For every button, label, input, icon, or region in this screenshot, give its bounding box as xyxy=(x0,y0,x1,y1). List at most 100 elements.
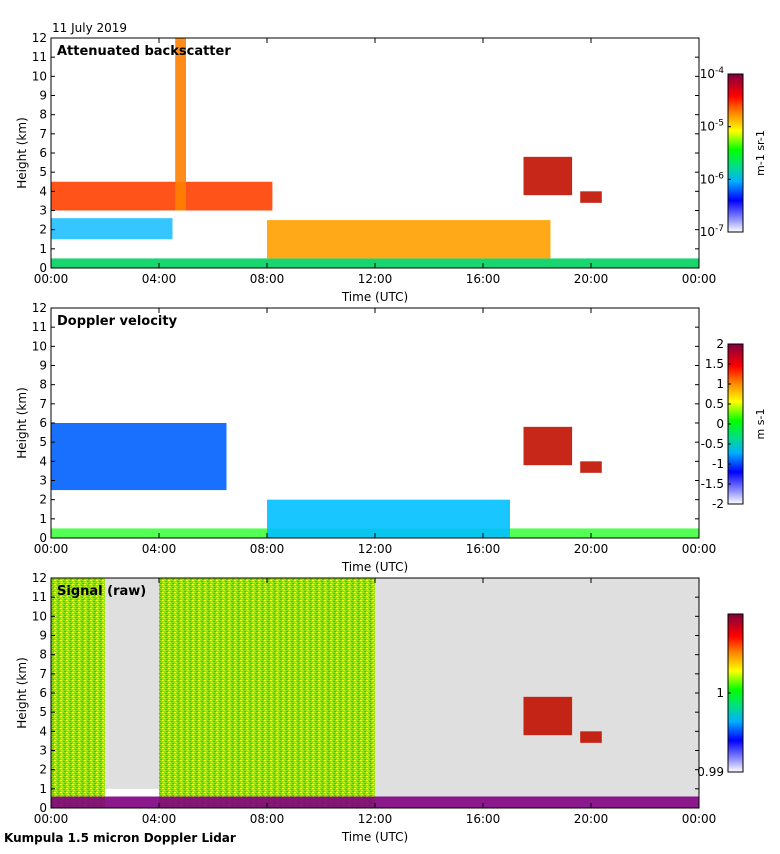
x-axis-label: Time (UTC) xyxy=(341,560,408,574)
y-tick-label: 2 xyxy=(39,223,47,237)
x-tick-label: 12:00 xyxy=(358,812,393,826)
colorbar-tick-label: -0.5 xyxy=(701,437,724,451)
x-axis-label: Time (UTC) xyxy=(341,290,408,304)
x-tick-label: 00:00 xyxy=(682,812,717,826)
colorbar-gradient xyxy=(727,73,744,233)
x-tick-label: 00:00 xyxy=(682,542,717,556)
x-tick-label: 16:00 xyxy=(466,272,501,286)
feature-noisy-signal xyxy=(51,578,105,808)
x-tick-label: 20:00 xyxy=(574,542,609,556)
y-tick-label: 9 xyxy=(39,89,47,103)
colorbar-tick-label: 10-5 xyxy=(700,119,724,134)
y-tick-label: 5 xyxy=(39,705,47,719)
x-tick-label: 08:00 xyxy=(250,812,285,826)
y-tick-label: 8 xyxy=(39,378,47,392)
x-tick-label: 20:00 xyxy=(574,812,609,826)
x-tick-label: 00:00 xyxy=(34,812,69,826)
colorbar-unit: m-1 sr-1 xyxy=(754,130,767,176)
x-tick-label: 00:00 xyxy=(682,272,717,286)
feature-elevated-layer xyxy=(51,181,273,211)
y-tick-label: 12 xyxy=(32,301,47,315)
colorbar: 2 1.5 1 0.5 0 -0.5 -1 -1.5 -2 m s-1 xyxy=(701,337,767,511)
y-tick-label: 1 xyxy=(39,242,47,256)
y-axis-label: Height (km) xyxy=(15,657,29,728)
y-tick-label: 2 xyxy=(39,763,47,777)
y-tick-label: 7 xyxy=(39,127,47,141)
feature-convective-mixing xyxy=(267,499,510,538)
x-tick-label: 04:00 xyxy=(142,272,177,286)
y-tick-label: 3 xyxy=(39,744,47,758)
y-tick-label: 8 xyxy=(39,648,47,662)
feature-strong-return xyxy=(51,796,699,808)
x-axis-label: Time (UTC) xyxy=(341,830,408,844)
y-tick-label: 7 xyxy=(39,397,47,411)
y-tick-label: 9 xyxy=(39,629,47,643)
y-tick-label: 12 xyxy=(32,31,47,45)
colorbar-tick-label: 2 xyxy=(716,337,724,351)
y-axis-label: Height (km) xyxy=(15,387,29,458)
feature-cloud xyxy=(580,191,602,203)
colorbar-tick-label: 0.99 xyxy=(697,765,724,779)
x-tick-label: 00:00 xyxy=(34,542,69,556)
feature-noisy-signal xyxy=(159,578,375,808)
y-tick-label: 5 xyxy=(39,435,47,449)
x-tick-label: 04:00 xyxy=(142,812,177,826)
panel-1: Attenuated backscatter0123456789101112He… xyxy=(15,31,767,304)
colorbar: 10.99 xyxy=(697,613,744,779)
panels: Attenuated backscatter0123456789101112He… xyxy=(15,31,767,844)
colorbar-tick-label: 1.5 xyxy=(705,357,724,371)
y-tick-label: 6 xyxy=(39,416,47,430)
y-tick-label: 11 xyxy=(32,320,47,334)
y-tick-label: 0 xyxy=(39,261,47,275)
x-tick-label: 16:00 xyxy=(466,542,501,556)
colorbar-tick-label: 1 xyxy=(716,686,724,700)
y-tick-label: 0 xyxy=(39,531,47,545)
colorbar-tick-label: 0 xyxy=(716,417,724,431)
y-tick-label: 1 xyxy=(39,782,47,796)
feature-convective-plumes xyxy=(267,220,551,259)
colorbar-tick-label: -2 xyxy=(712,497,724,511)
y-tick-label: 8 xyxy=(39,108,47,122)
colorbar-unit: m s-1 xyxy=(754,409,767,440)
y-tick-label: 7 xyxy=(39,667,47,681)
x-tick-label: 16:00 xyxy=(466,812,501,826)
feature-no-data xyxy=(375,578,699,799)
feature-downdrafts xyxy=(51,423,227,491)
feature-no-data xyxy=(105,578,159,789)
feature-cloud xyxy=(580,731,602,743)
feature-aerosol-layer xyxy=(51,218,173,240)
colorbar-tick-label: -1 xyxy=(712,457,724,471)
colorbar-tick-label: -1.5 xyxy=(701,477,724,491)
y-tick-label: 4 xyxy=(39,184,47,198)
panel-title: Doppler velocity xyxy=(57,314,178,329)
y-tick-label: 6 xyxy=(39,686,47,700)
y-tick-label: 4 xyxy=(39,454,47,468)
footer-label: Kumpula 1.5 micron Doppler Lidar xyxy=(4,831,236,845)
colorbar: 10-4 10-5 10-6 10-7 m-1 sr-1 xyxy=(700,66,767,239)
y-tick-label: 3 xyxy=(39,204,47,218)
panel-title: Attenuated backscatter xyxy=(57,44,231,59)
y-tick-label: 2 xyxy=(39,493,47,507)
y-tick-label: 10 xyxy=(32,339,47,353)
x-tick-label: 00:00 xyxy=(34,272,69,286)
colorbar-tick-label: 10-6 xyxy=(700,171,725,186)
y-tick-label: 6 xyxy=(39,146,47,160)
y-tick-label: 11 xyxy=(32,50,47,64)
y-tick-label: 9 xyxy=(39,359,47,373)
feature-cloud xyxy=(523,696,573,736)
panel-title: Signal (raw) xyxy=(57,584,146,599)
x-tick-label: 12:00 xyxy=(358,542,393,556)
x-tick-label: 12:00 xyxy=(358,272,393,286)
feature-high-column xyxy=(175,38,186,211)
colorbar-tick-label: 10-4 xyxy=(700,66,725,81)
y-tick-label: 11 xyxy=(32,590,47,604)
x-tick-label: 04:00 xyxy=(142,542,177,556)
y-tick-label: 12 xyxy=(32,571,47,585)
y-tick-label: 0 xyxy=(39,801,47,815)
y-tick-label: 1 xyxy=(39,512,47,526)
feature-cloud xyxy=(523,426,573,466)
y-tick-label: 4 xyxy=(39,724,47,738)
